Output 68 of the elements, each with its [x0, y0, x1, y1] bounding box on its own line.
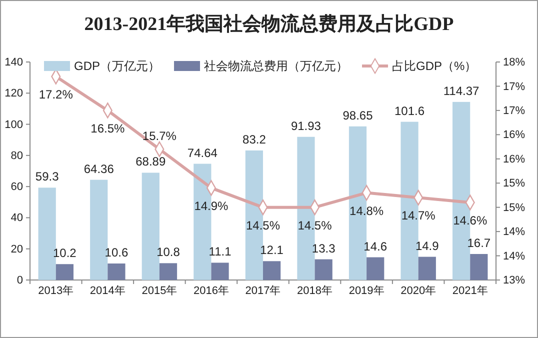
bar — [142, 172, 160, 280]
data-label: 74.64 — [187, 146, 218, 160]
x-tick-label: 2021年 — [452, 285, 488, 297]
data-label: 10.2 — [53, 246, 77, 260]
y2-tick-label: 15% — [503, 178, 526, 190]
x-tick-label: 2014年 — [90, 285, 126, 297]
data-label: 14.8% — [350, 204, 384, 218]
y-tick-label: 20 — [10, 243, 23, 256]
y2-tick-label: 17% — [503, 80, 526, 93]
bar — [108, 263, 126, 280]
data-label: 114.37 — [443, 84, 480, 98]
data-label: 16.5% — [90, 121, 126, 136]
x-tick-label: 2016年 — [193, 285, 229, 297]
data-label: 11.1 — [208, 244, 232, 259]
bar — [314, 259, 332, 280]
y2-tick-label: 13% — [503, 274, 526, 287]
y2-tick-label: 15% — [503, 202, 526, 214]
y2-tick-label: 16% — [503, 129, 526, 142]
x-tick-label: 2020年 — [400, 285, 436, 297]
bar — [263, 261, 281, 280]
data-label: 59.3 — [35, 170, 60, 184]
data-label: 14.5% — [246, 218, 280, 232]
bar — [159, 263, 178, 280]
data-label: 14.5% — [298, 218, 332, 232]
y2-tick-label: 18% — [503, 56, 526, 69]
y-tick-label: 120 — [4, 88, 23, 100]
bar — [366, 257, 384, 280]
y-tick-label: 140 — [4, 56, 23, 69]
data-label: 14.7% — [401, 208, 436, 223]
chart-title: 2013-2021年我国社会物流总费用及占比GDP — [84, 13, 454, 35]
x-tick-label: 2018年 — [297, 285, 333, 297]
bar — [211, 262, 229, 280]
data-label: 12.1 — [260, 243, 284, 258]
x-tick-label: 2017年 — [245, 285, 281, 297]
data-label: 91.93 — [290, 118, 322, 133]
y2-tick-label: 14% — [503, 250, 526, 262]
data-label: 101.6 — [394, 104, 425, 118]
data-label: 14.6 — [364, 239, 388, 254]
data-label: 98.65 — [342, 108, 374, 122]
y-tick-label: 0 — [16, 274, 23, 287]
data-label: 83.2 — [242, 132, 266, 146]
data-label: 14.9% — [194, 198, 229, 213]
y-tick-label: 100 — [4, 118, 23, 131]
data-label: 17.2% — [38, 88, 74, 102]
data-label: 10.6 — [104, 245, 128, 260]
data-label: 14.9 — [415, 238, 440, 253]
y-tick-label: 40 — [10, 212, 23, 224]
y2-tick-label: 17% — [503, 104, 526, 117]
legend-label: 占比GDP（%） — [392, 59, 477, 73]
bar — [470, 254, 488, 280]
x-tick-label: 2015年 — [142, 285, 178, 297]
x-tick-label: 2013年 — [38, 285, 74, 297]
y-tick-label: 60 — [10, 181, 23, 194]
x-tick-label: 2019年 — [348, 285, 384, 297]
data-label: 16.7 — [467, 236, 491, 250]
y-tick-label: 80 — [10, 150, 23, 162]
y2-tick-label: 14% — [503, 226, 526, 238]
legend-label: 社会物流总费用（万亿元） — [204, 59, 348, 73]
y2-tick-label: 16% — [503, 153, 526, 166]
legend-label: GDP（万亿元） — [74, 59, 160, 73]
data-label: 14.6% — [453, 213, 488, 228]
data-label: 15.7% — [142, 129, 177, 144]
bar — [56, 264, 74, 280]
data-label: 64.36 — [84, 162, 114, 176]
bar — [418, 256, 436, 280]
data-label: 13.3 — [312, 241, 336, 256]
data-label: 10.8 — [156, 245, 180, 260]
data-label: 68.89 — [136, 154, 166, 169]
